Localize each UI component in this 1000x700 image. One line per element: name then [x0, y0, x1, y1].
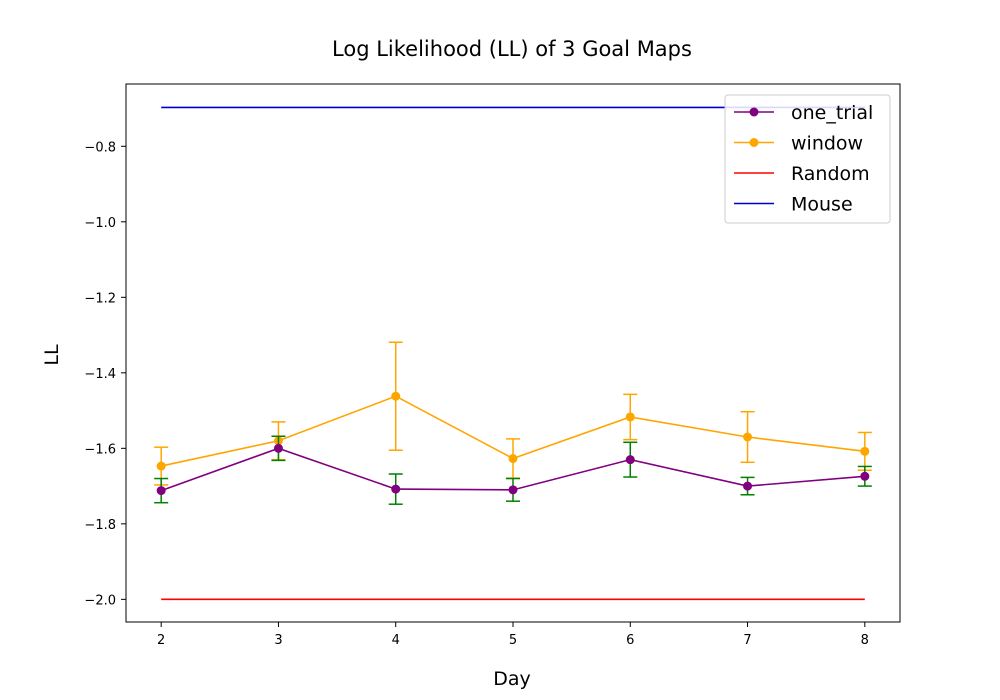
y-tick-label: −1.6 [84, 442, 116, 457]
x-axis: 2 3 4 5 6 7 8 [157, 622, 869, 648]
y-tick-label: −1.2 [84, 291, 116, 306]
legend-label: one_trial [791, 102, 873, 124]
legend-item-one-trial: one_trial [734, 102, 873, 124]
legend-swatch-marker [749, 138, 759, 147]
x-tick-label: 4 [392, 633, 400, 648]
x-axis-label: Day [493, 668, 531, 690]
legend-item-random: Random [734, 163, 870, 185]
chart-title: Log Likelihood (LL) of 3 Goal Maps [332, 37, 692, 61]
x-tick-label: 7 [743, 633, 751, 648]
legend-label: Random [791, 163, 870, 185]
data-point-window [743, 432, 753, 442]
legend-label: Mouse [791, 194, 853, 216]
data-point-one-trial [625, 455, 635, 465]
data-point-window [508, 454, 518, 464]
data-point-one-trial [391, 484, 401, 494]
data-point-window [391, 391, 401, 401]
data-point-one-trial [273, 443, 283, 453]
x-tick-label: 6 [626, 633, 634, 648]
y-axis: −2.0 −1.8 −1.6 −1.4 −1.2 −1.0 −0.8 [84, 140, 126, 608]
data-point-window [156, 461, 166, 471]
x-tick-label: 5 [509, 633, 517, 648]
data-point-one-trial [508, 485, 518, 495]
y-axis-label: LL [41, 344, 63, 366]
x-tick-label: 8 [861, 633, 869, 648]
y-tick-label: −1.0 [84, 216, 116, 231]
data-point-window [860, 446, 870, 456]
y-tick-label: −1.4 [84, 367, 116, 382]
legend-item-mouse: Mouse [734, 194, 853, 216]
data-point-one-trial [860, 471, 870, 481]
plot-area [154, 106, 872, 601]
y-tick-label: −1.8 [84, 518, 116, 533]
data-point-one-trial [743, 481, 753, 491]
legend-item-window: window [734, 133, 863, 155]
series-window [154, 341, 872, 486]
y-tick-label: −2.0 [84, 593, 116, 608]
y-tick-label: −0.8 [84, 140, 116, 155]
x-tick-label: 3 [274, 633, 282, 648]
legend-swatch-marker [749, 107, 759, 117]
series-one-trial [154, 435, 872, 505]
legend-label: window [791, 133, 863, 155]
data-point-window [625, 412, 635, 422]
x-tick-label: 2 [157, 633, 165, 648]
data-point-one-trial [156, 486, 166, 496]
legend-box [724, 94, 891, 224]
